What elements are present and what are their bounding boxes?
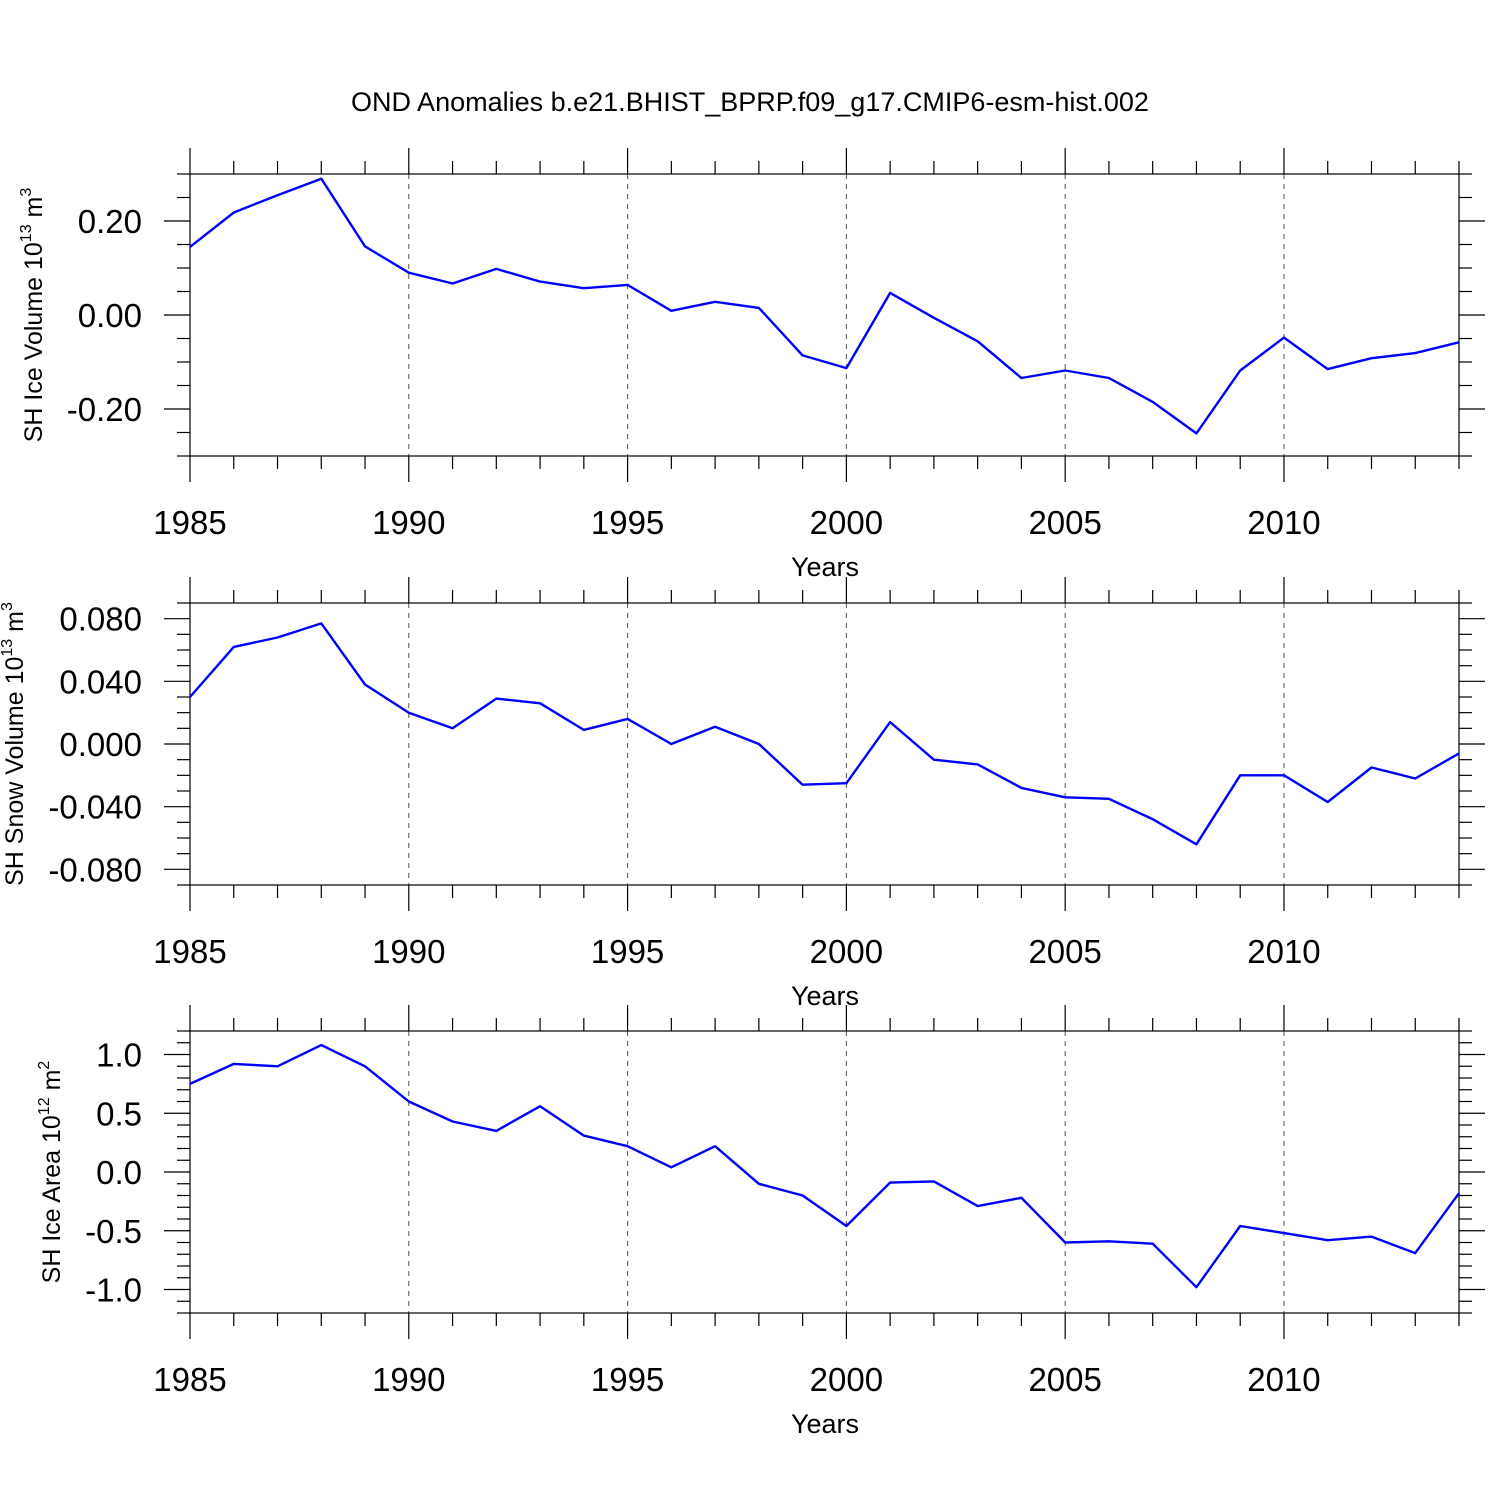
x-tick-label: 1995 <box>591 1361 664 1398</box>
plot-frame <box>189 173 1460 457</box>
x-tick-label: 1995 <box>591 504 664 541</box>
x-tick-label: 2000 <box>810 933 883 970</box>
x-tick-label: 1985 <box>153 1361 226 1398</box>
x-tick-label: 1985 <box>153 933 226 970</box>
y-tick-label: 0.00 <box>78 297 142 334</box>
x-axis-label: Years <box>791 552 859 582</box>
x-axis-label: Years <box>791 981 859 1011</box>
y-tick-label: -1.0 <box>85 1272 142 1309</box>
x-tick-label: 1990 <box>372 933 445 970</box>
x-axis-label: Years <box>791 1409 859 1439</box>
x-tick-label: 2010 <box>1247 504 1320 541</box>
y-tick-label: -0.20 <box>67 391 142 428</box>
y-axis-label: SH Ice Volume 1013 m3 <box>18 188 48 443</box>
plot-frame <box>189 602 1460 886</box>
x-tick-label: 2005 <box>1028 1361 1101 1398</box>
x-tick-label: 1990 <box>372 504 445 541</box>
y-tick-label: -0.040 <box>48 789 142 826</box>
y-tick-label: -0.5 <box>85 1213 142 1250</box>
panel-ice-area: 1985 1990 1995 2000 2005 2010 Years 1.0 0.5 0.0 -0… <box>36 1005 1485 1439</box>
y-tick-label: 1.0 <box>96 1037 142 1074</box>
y-tick-label: 0.0 <box>96 1154 142 1191</box>
series-line-ice-area <box>189 1043 1460 1289</box>
y-tick-label: 0.5 <box>96 1095 142 1132</box>
x-tick-label: 1985 <box>153 504 226 541</box>
y-tick-label: 0.080 <box>59 601 142 638</box>
x-tick-label: 2000 <box>810 504 883 541</box>
chart-title: OND Anomalies b.e21.BHIST_BPRP.f09_g17.C… <box>351 87 1149 117</box>
panel-ice-volume: 1985 1990 1995 2000 2005 2010 Years 0.20 0.00 -0.… <box>18 148 1485 582</box>
y-tick-label: 0.20 <box>78 203 142 240</box>
x-tick-label: 1995 <box>591 933 664 970</box>
y-axis-label: SH Ice Area 1012 m2 <box>36 1061 66 1284</box>
y-tick-label: -0.080 <box>48 851 142 888</box>
x-tick-label: 2005 <box>1028 504 1101 541</box>
x-tick-label: 2000 <box>810 1361 883 1398</box>
x-tick-label: 1990 <box>372 1361 445 1398</box>
y-tick-label: 0.000 <box>59 726 142 763</box>
y-tick-label: 0.040 <box>59 663 142 700</box>
x-tick-label: 2010 <box>1247 933 1320 970</box>
panel-snow-volume: 1985 1990 1995 2000 2005 2010 Years 0.080 0.040 0… <box>0 577 1485 1011</box>
series-line-ice-volume <box>189 177 1460 435</box>
plot-frame <box>189 1030 1460 1314</box>
x-tick-label: 2010 <box>1247 1361 1320 1398</box>
series-line-snow-volume <box>189 622 1460 846</box>
y-axis-label: SH Snow Volume 1013 m3 <box>0 602 29 886</box>
x-tick-label: 2005 <box>1028 933 1101 970</box>
